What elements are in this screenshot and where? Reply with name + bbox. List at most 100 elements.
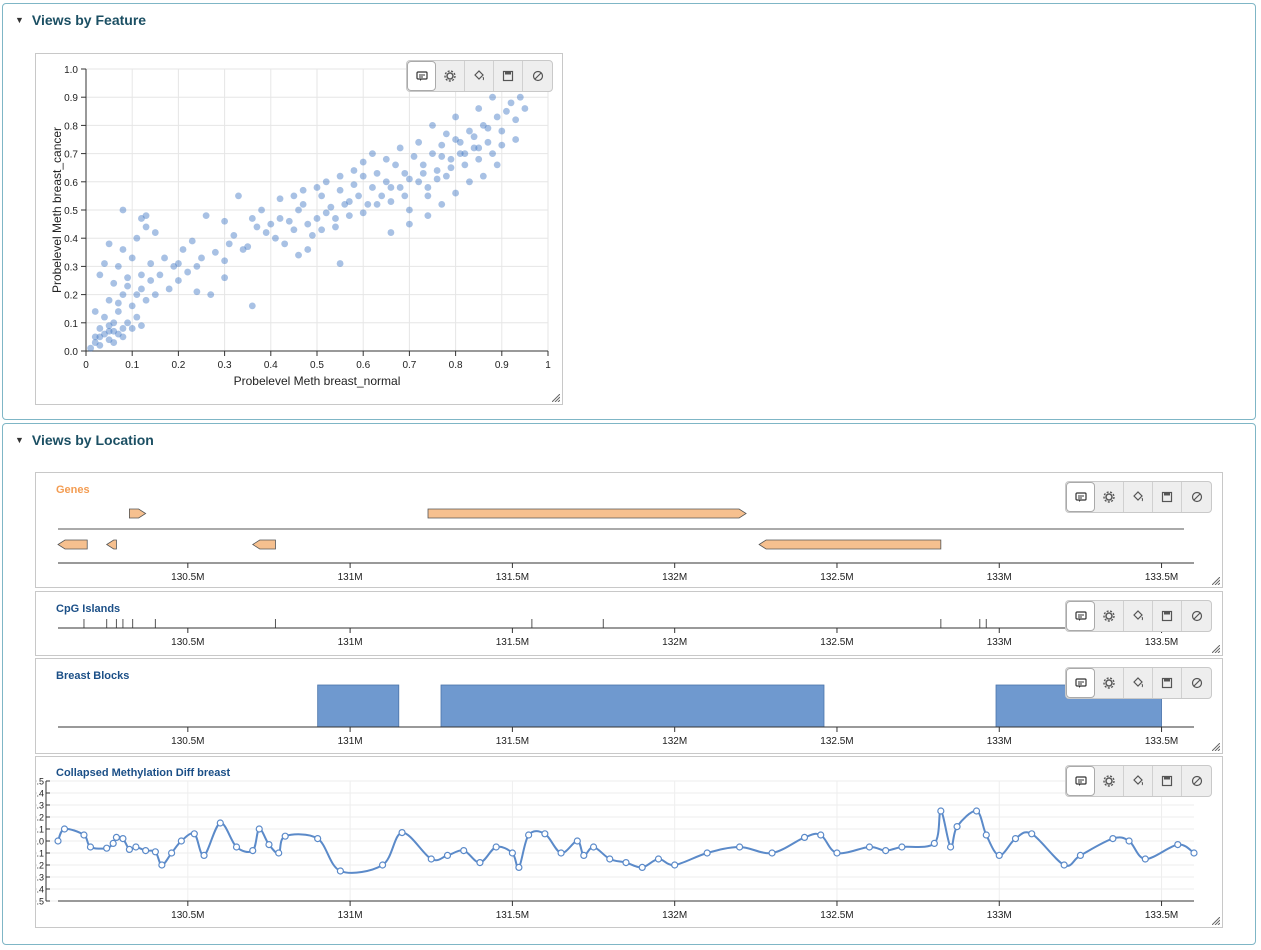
disable-button[interactable] [523, 61, 552, 91]
methylation-point [515, 863, 523, 872]
scatter-point [147, 260, 155, 267]
gear-button[interactable] [1095, 482, 1124, 512]
gear-button[interactable] [1095, 766, 1124, 796]
comment-icon [1074, 492, 1087, 502]
methylation-point [573, 837, 581, 845]
scatter-point [142, 296, 150, 304]
resize-handle-icon[interactable] [552, 394, 560, 402]
save-button[interactable] [1153, 668, 1182, 698]
comment-button[interactable] [1066, 668, 1095, 698]
paint-bucket-button[interactable] [1124, 766, 1153, 796]
y-tick-label: 0.7 [64, 150, 78, 161]
save-icon [1161, 775, 1173, 787]
paint-bucket-button[interactable] [1124, 482, 1153, 512]
genes-track-plot[interactable]: 130.5M 131M 131.5M 132M 132.5M 133M 133.5M [36, 473, 1222, 587]
scatter-point [475, 105, 483, 112]
resize-handle-icon[interactable] [1212, 743, 1220, 751]
gear-button[interactable] [1095, 601, 1124, 631]
blocks-track-plot[interactable]: 130.5M 131M 131.5M 132M 132.5M 133M 133.5M [36, 659, 1222, 753]
methylation-point [606, 855, 614, 863]
methylation-point [671, 861, 679, 869]
scatter-point [512, 116, 520, 124]
scatter-point [119, 291, 127, 298]
save-button[interactable] [1153, 601, 1182, 631]
scatter-point [272, 234, 279, 242]
gear-icon [444, 70, 456, 82]
y-tick-label: -0.4 [36, 885, 44, 895]
methylation-point [200, 851, 208, 860]
scatter-point [322, 209, 330, 217]
methylation-point [557, 849, 565, 857]
block-region [317, 684, 400, 728]
paint-bucket-icon [1133, 491, 1143, 502]
comment-button[interactable] [407, 61, 436, 91]
scatter-point [128, 325, 136, 332]
scatter-point [475, 155, 483, 163]
scatter-point [332, 215, 339, 222]
methylation-point [151, 848, 159, 856]
axis-tick-label: 131.5M [496, 572, 529, 583]
gear-button[interactable] [436, 61, 465, 91]
disable-button[interactable] [1182, 668, 1211, 698]
collapse-caret-icon[interactable]: ▼ [15, 15, 24, 25]
methylation-point [255, 825, 263, 833]
resize-handle-icon[interactable] [1212, 645, 1220, 653]
y-axis-label: Probelevel Meth breast_cancer [50, 127, 64, 293]
paint-bucket-button[interactable] [465, 61, 494, 91]
genes-track: Genes 130.5M 131M 131.5M 132M 132.5M 133M 133.… [35, 472, 1223, 588]
y-tick-label: 0.8 [64, 121, 78, 132]
scatter-point [359, 209, 367, 217]
scatter-point [290, 226, 298, 234]
scatter-point [161, 254, 168, 262]
comment-button[interactable] [1066, 601, 1095, 631]
methylation-point [833, 849, 841, 857]
save-icon [502, 70, 514, 82]
blocks-track: Breast Blocks 130.5M 131M 131.5M 132M 132.5M… [35, 658, 1223, 754]
methylation-point [654, 855, 663, 863]
gene-reverse [57, 539, 88, 550]
save-button[interactable] [494, 61, 523, 91]
methylation-track-plot[interactable]: 0.5 0.4 0.3 0.2 0.1 0.0 -0.1 -0.2 -0.3 -0.4 -0.5 13… [36, 757, 1222, 927]
scatter-point [313, 184, 321, 191]
feature-panel-header[interactable]: ▼ Views by Feature [15, 12, 146, 28]
blocks-track-title: Breast Blocks [56, 670, 130, 682]
y-tick-label: 0.5 [64, 206, 78, 217]
save-button[interactable] [1153, 766, 1182, 796]
scatter-point [221, 257, 229, 265]
gear-button[interactable] [1095, 668, 1124, 698]
scatter-point [456, 138, 464, 146]
x-tick-label: 0.4 [264, 360, 278, 371]
resize-handle-icon[interactable] [1212, 917, 1220, 925]
disable-button[interactable] [1182, 601, 1211, 631]
gene-reverse [758, 539, 942, 550]
paint-bucket-button[interactable] [1124, 668, 1153, 698]
y-tick-label: 0.1 [36, 825, 44, 835]
save-button[interactable] [1153, 482, 1182, 512]
y-tick-label: 0.4 [36, 789, 44, 799]
scatter-plot[interactable]: 0 0.1 0.2 0.3 0.4 0.5 0.6 0.7 0.8 0.9 1 0.0 0.1 0.2 0.… [36, 54, 562, 404]
gene-forward [129, 508, 147, 519]
comment-button[interactable] [1066, 482, 1095, 512]
location-panel-header[interactable]: ▼ Views by Location [15, 432, 154, 448]
resize-handle-icon[interactable] [1212, 577, 1220, 585]
methylation-point [281, 832, 289, 840]
cpg-track-plot[interactable]: 130.5M 131M 131.5M 132M 132.5M 133M 133.5M [36, 592, 1222, 655]
methylation-point [80, 831, 88, 839]
methylation-point [103, 844, 111, 852]
paint-bucket-button[interactable] [1124, 601, 1153, 631]
methylation-point [930, 839, 938, 848]
methylation-point [946, 843, 955, 851]
y-tick-label: 0.0 [36, 837, 44, 847]
comment-button[interactable] [1066, 766, 1095, 796]
collapse-caret-icon[interactable]: ▼ [15, 435, 24, 445]
scatter-point [424, 184, 432, 191]
scatter-point [438, 200, 446, 208]
scatter-point [438, 153, 446, 160]
axis-tick-label: 132M [662, 910, 687, 921]
scatter-point [87, 344, 95, 352]
scatter-point [138, 285, 145, 293]
disable-button[interactable] [1182, 482, 1211, 512]
paint-bucket-icon [1133, 775, 1143, 786]
disable-button[interactable] [1182, 766, 1211, 796]
methylation-point [541, 830, 549, 838]
